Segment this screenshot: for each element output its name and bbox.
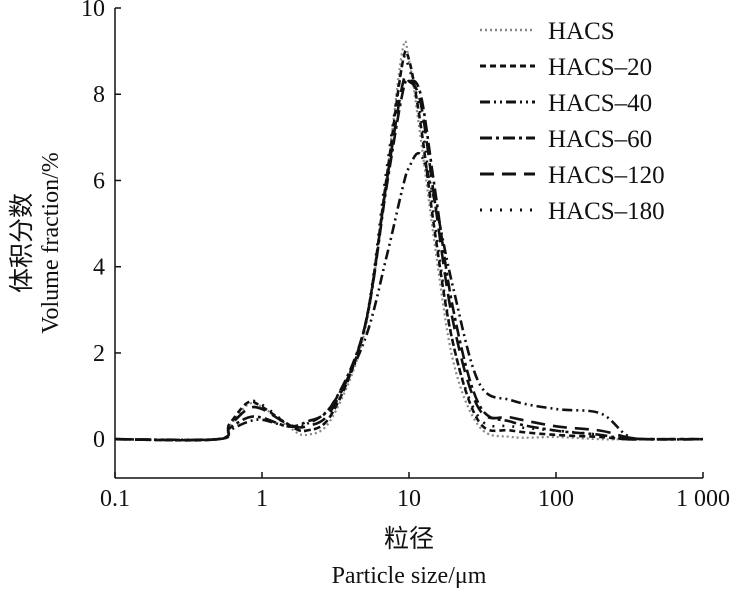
legend: HACS HACS–20 HACS–40 HACS–60 HACS–120 HACS–18… [480,18,665,225]
x-tick-label: 1 [256,486,268,512]
y-tick-label: 6 [93,168,105,194]
x-tick-label: 10 [397,486,421,512]
y-axis-label-cn: 体积分数 [8,193,36,293]
series-curves [114,40,704,442]
axes: 0 2 4 6 8 10 0.1 1 10 100 1 000 [81,0,730,512]
x-axis-label: Particle size/μm [332,563,487,589]
y-tick-label: 8 [93,82,105,108]
x-tick-label: 1 000 [676,486,730,512]
legend-label: HACS–180 [548,198,665,225]
y-tick-label: 4 [93,255,105,281]
y-tick-label: 2 [93,341,105,367]
series-line-hacs-20 [114,49,703,442]
y-axis-label: Volume fraction/% [38,152,64,334]
series-line-hacs-40 [114,151,704,442]
x-tick-label: 0.1 [100,486,130,512]
legend-label: HACS–40 [548,90,652,117]
y-tick-label: 0 [93,427,105,453]
series-line-hacs-120 [114,74,704,442]
legend-label: HACS–20 [548,54,652,81]
y-tick-label: 10 [81,0,105,22]
series-line-hacs-60 [114,79,703,442]
x-tick-label: 100 [538,486,574,512]
legend-label: HACS–120 [548,162,665,189]
legend-label: HACS–60 [548,126,652,153]
legend-label: HACS [548,18,615,45]
x-axis-label-cn: 粒径 [384,525,434,553]
